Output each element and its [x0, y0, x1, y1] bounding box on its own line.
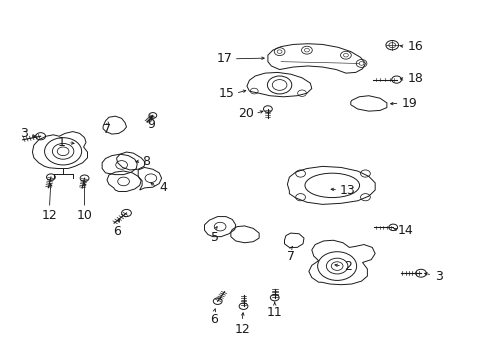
- Text: 11: 11: [266, 306, 282, 319]
- Text: 15: 15: [219, 87, 234, 100]
- Text: 1: 1: [58, 136, 65, 149]
- Text: 12: 12: [41, 210, 57, 222]
- Text: 3: 3: [20, 127, 27, 140]
- Text: 16: 16: [407, 40, 423, 53]
- Text: 3: 3: [434, 270, 442, 283]
- Text: 19: 19: [401, 98, 416, 111]
- Text: 6: 6: [210, 314, 218, 327]
- Text: 17: 17: [216, 52, 232, 65]
- Text: 2: 2: [344, 260, 352, 273]
- Text: 20: 20: [238, 107, 254, 120]
- Text: 18: 18: [407, 72, 423, 85]
- Text: 13: 13: [339, 184, 355, 197]
- Text: 9: 9: [146, 118, 155, 131]
- Text: 14: 14: [397, 224, 413, 237]
- Text: 6: 6: [113, 225, 121, 238]
- Text: 7: 7: [286, 250, 294, 263]
- Text: 10: 10: [77, 210, 92, 222]
- Text: 7: 7: [103, 123, 111, 136]
- Text: 8: 8: [142, 155, 150, 168]
- Text: 4: 4: [159, 181, 167, 194]
- Text: 12: 12: [234, 323, 249, 336]
- Text: 5: 5: [211, 231, 219, 244]
